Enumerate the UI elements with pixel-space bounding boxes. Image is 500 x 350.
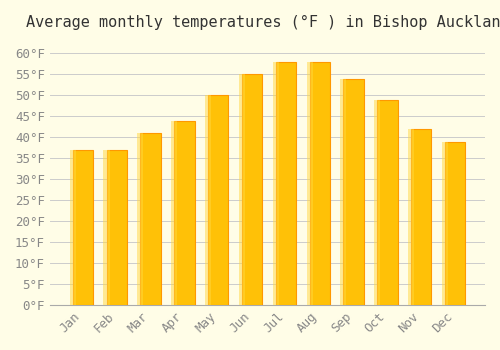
- Bar: [306, 62, 312, 305]
- Bar: [106, 150, 127, 305]
- Bar: [272, 62, 279, 305]
- Bar: [442, 141, 448, 305]
- Title: Average monthly temperatures (°F ) in Bishop Auckland: Average monthly temperatures (°F ) in Bi…: [26, 15, 500, 30]
- Bar: [340, 79, 346, 305]
- Bar: [174, 120, 195, 305]
- Bar: [140, 133, 160, 305]
- Bar: [239, 75, 245, 305]
- Bar: [72, 150, 93, 305]
- Bar: [310, 62, 330, 305]
- Bar: [242, 75, 262, 305]
- Bar: [205, 96, 211, 305]
- Bar: [344, 79, 363, 305]
- Bar: [208, 96, 229, 305]
- Bar: [377, 100, 398, 305]
- Bar: [276, 62, 296, 305]
- Bar: [70, 150, 75, 305]
- Bar: [408, 129, 414, 305]
- Bar: [171, 120, 177, 305]
- Bar: [374, 100, 380, 305]
- Bar: [445, 141, 465, 305]
- Bar: [138, 133, 143, 305]
- Bar: [104, 150, 110, 305]
- Bar: [411, 129, 432, 305]
